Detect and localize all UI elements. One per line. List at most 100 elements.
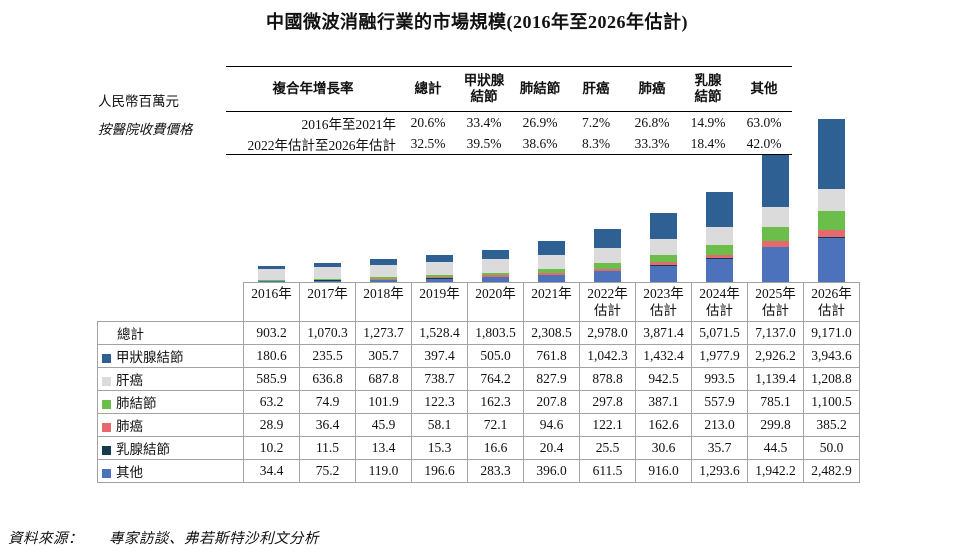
row-label-cell: 肝癌 <box>97 367 244 391</box>
cagr-period-label: 2022年估計至2026年估計 <box>247 137 397 153</box>
value-cell: 1,942.2 <box>747 459 804 483</box>
bar-segment <box>257 280 285 282</box>
table-row: 總計 903.2 1,070.3 1,273.7 1,528.4 1,803.5 2,308… <box>97 321 860 345</box>
bar-segment <box>425 254 453 262</box>
value-cell: 119.0 <box>355 459 412 483</box>
bar-segment <box>537 272 565 275</box>
bar-segment <box>649 265 677 266</box>
cagr-value-cell: 39.5% <box>466 135 502 151</box>
legend-swatch <box>102 376 111 386</box>
bar-segment <box>369 278 397 280</box>
bar-segment <box>313 263 341 268</box>
bar-segment <box>481 272 509 276</box>
bar-segment <box>481 258 509 273</box>
value-cell: 11.5 <box>299 436 356 460</box>
bar-segment <box>705 191 733 228</box>
bar-segment <box>537 269 565 273</box>
stacked-bar <box>425 254 453 282</box>
value-cell: 36.4 <box>299 413 356 437</box>
data-table: 2016年 2017年 2018年 2019年 2020年 2021年 2022年 估計 20… <box>97 282 860 483</box>
value-cell: 101.9 <box>355 390 412 414</box>
stacked-bar <box>257 266 285 282</box>
value-cell: 45.9 <box>355 413 412 437</box>
bar-segment <box>257 266 285 270</box>
value-cell: 297.8 <box>579 390 636 414</box>
table-row: 甲狀腺結節 180.6 235.5 305.7 397.4 505.0 761.8 1,042… <box>97 344 860 368</box>
value-cell: 2,926.2 <box>747 344 804 368</box>
value-cell: 387.1 <box>635 390 692 414</box>
table-row: 肺癌 28.9 36.4 45.9 58.1 72.1 94.6 122.1 162.6 213.… <box>97 413 860 437</box>
corner-cell <box>98 283 244 322</box>
bar-segment <box>593 268 621 271</box>
value-cell: 283.3 <box>467 459 524 483</box>
legend-swatch <box>102 468 111 478</box>
cagr-value-cell: 33.3% <box>634 135 670 151</box>
value-cell: 7,137.0 <box>747 321 804 345</box>
value-cell: 196.6 <box>411 459 468 483</box>
stacked-bar <box>313 263 341 282</box>
value-cell: 785.1 <box>747 390 804 414</box>
value-cell: 827.9 <box>523 367 580 391</box>
value-cell: 72.1 <box>467 413 524 437</box>
bar-segment <box>649 238 677 256</box>
cagr-value-cell: 38.6% <box>522 135 558 151</box>
bar-segment <box>313 267 341 279</box>
bar-segment <box>425 261 453 276</box>
cagr-column-header: 其他 <box>750 80 778 96</box>
row-label-cell: 肺癌 <box>97 413 244 437</box>
value-cell: 397.4 <box>411 344 468 368</box>
value-cell: 213.0 <box>691 413 748 437</box>
value-cell: 3,871.4 <box>635 321 692 345</box>
bar-segment <box>593 247 621 264</box>
bar-segment <box>481 276 509 282</box>
source-label: 資料來源： <box>8 531 83 547</box>
year-column-header: 2016年 <box>243 282 300 322</box>
value-cell: 738.7 <box>411 367 468 391</box>
table-row: 肝癌 585.9 636.8 687.8 738.7 764.2 827.9 878.8 942… <box>97 367 860 391</box>
row-label: 肺結節 <box>116 396 157 411</box>
cagr-header-row: 複合年增長率 總計 甲狀腺 結節 肺結節 肝癌 肺癌 乳腺 結節 其他 <box>226 66 792 112</box>
year-column-header: 2024年 估計 <box>691 282 748 322</box>
value-cell: 687.8 <box>355 367 412 391</box>
value-cell: 25.5 <box>579 436 636 460</box>
bar-segment <box>593 229 621 248</box>
cagr-data-row: 2016年至2021年 20.6% 33.4% 26.9% 7.2% 26.8% 14.9%… <box>226 112 792 134</box>
bar-segment <box>481 249 509 259</box>
stacked-bar <box>481 249 509 282</box>
value-cell: 505.0 <box>467 344 524 368</box>
bar-segment <box>369 279 397 282</box>
bar-segment <box>537 274 565 282</box>
year-column-header: 2017年 <box>299 282 356 322</box>
cagr-value-cell: 20.6% <box>410 114 446 130</box>
value-cell: 162.3 <box>467 390 524 414</box>
bar-segment <box>705 259 733 282</box>
bar-segment <box>425 277 453 279</box>
value-cell: 63.2 <box>243 390 300 414</box>
value-cell: 636.8 <box>299 367 356 391</box>
bar-segment <box>817 237 845 238</box>
year-column-header: 2019年 <box>411 282 468 322</box>
value-cell: 30.6 <box>635 436 692 460</box>
stacked-bar <box>537 241 565 282</box>
bar-segment <box>425 278 453 282</box>
bar-segment <box>537 241 565 255</box>
value-cell: 396.0 <box>523 459 580 483</box>
value-cell: 9,171.0 <box>803 321 860 345</box>
bar-segment <box>481 275 509 277</box>
value-cell: 1,528.4 <box>411 321 468 345</box>
cagr-column-header: 甲狀腺 結節 <box>463 72 505 104</box>
value-cell: 3,943.6 <box>803 344 860 368</box>
value-cell: 207.8 <box>523 390 580 414</box>
bar-segment <box>761 246 789 248</box>
bar-segment <box>817 237 845 282</box>
bar-segment <box>369 277 397 279</box>
value-cell: 761.8 <box>523 344 580 368</box>
bar-segment <box>425 275 453 278</box>
bar-segment <box>761 207 789 228</box>
year-header-row: 2016年 2017年 2018年 2019年 2020年 2021年 2022年 估計 20… <box>98 282 860 322</box>
value-cell: 2,978.0 <box>579 321 636 345</box>
value-cell: 1,432.4 <box>635 344 692 368</box>
value-cell: 34.4 <box>243 459 300 483</box>
bar-segment <box>817 119 845 190</box>
bar-segment <box>369 259 397 265</box>
